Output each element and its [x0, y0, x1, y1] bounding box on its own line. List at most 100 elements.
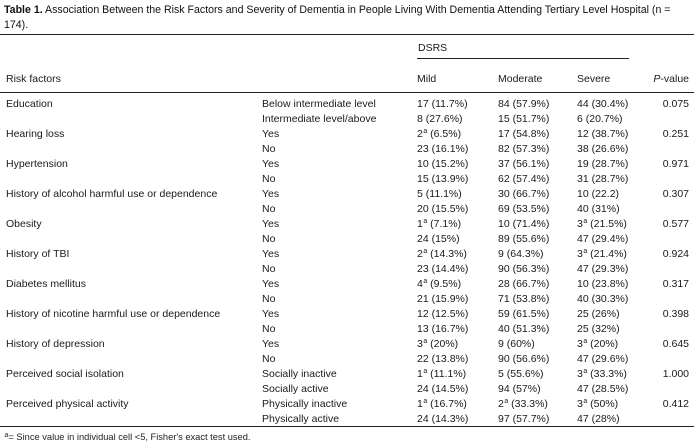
factor-cell: Diabetes mellitus	[6, 277, 86, 290]
table-row: Physically active 24 (14.3%) 97 (57.7%) 47 …	[0, 411, 694, 427]
severe-cell: 3a (21.4%)	[577, 247, 627, 260]
factor-cell	[0, 201, 262, 216]
table-row: Diabetes mellitus Yes 4a (9.5%) 28 (66.7%) 1…	[0, 276, 694, 291]
severe-cell: 3a (21.5%)	[577, 217, 627, 230]
factor-cell	[0, 111, 262, 126]
pvalue-header-rest: -value	[660, 73, 690, 85]
table-row: History of alcohol harmful use or depend…	[0, 186, 694, 201]
moderate-cell: 17 (54.8%)	[498, 127, 550, 140]
fisher-superscript: a	[583, 218, 588, 225]
mild-cell: 22 (13.8%)	[417, 352, 469, 365]
category-cell: Yes	[262, 337, 280, 350]
fisher-superscript: a	[423, 218, 428, 225]
factor-cell: History of depression	[6, 337, 105, 350]
factor-cell: History of nicotine harmful use or depen…	[6, 307, 221, 320]
moderate-cell: 62 (57.4%)	[498, 172, 550, 185]
column-header-severe: Severe	[577, 59, 649, 93]
fisher-superscript: a	[423, 248, 428, 255]
mild-cell: 1a (7.1%)	[417, 217, 462, 230]
severe-cell: 19 (28.7%)	[577, 157, 629, 170]
mild-cell: 23 (16.1%)	[417, 142, 469, 155]
mild-cell: 2a (14.3%)	[417, 247, 467, 260]
dsrs-group-label: DSRS	[417, 42, 630, 59]
pvalue-cell	[648, 111, 694, 126]
severe-cell: 44 (30.4%)	[577, 97, 629, 110]
severe-cell: 47 (28%)	[577, 412, 620, 425]
pvalue-cell	[648, 321, 694, 336]
table-body: Education Below intermediate level 17 (11.…	[0, 93, 694, 427]
table-caption: Table 1. Association Between the Risk Fa…	[0, 0, 694, 33]
column-header-pvalue: P-value	[648, 59, 694, 93]
category-cell: No	[262, 322, 276, 335]
mild-cell: 3a (20%)	[417, 337, 459, 350]
mild-cell: 24 (14.3%)	[417, 412, 469, 425]
severe-cell: 38 (26.6%)	[577, 142, 629, 155]
factor-cell	[0, 351, 262, 366]
mild-cell: 15 (13.9%)	[417, 172, 469, 185]
severe-cell: 25 (32%)	[577, 322, 620, 335]
table-row: Obesity Yes 1a (7.1%) 10 (71.4%) 3a (21.5%) 0…	[0, 216, 694, 231]
factor-cell	[0, 291, 262, 306]
severe-cell: 47 (29.4%)	[577, 232, 629, 245]
fisher-superscript: a	[583, 398, 588, 405]
severe-cell: 12 (38.7%)	[577, 127, 629, 140]
category-cell: Yes	[262, 217, 280, 230]
table-row: Education Below intermediate level 17 (11.…	[0, 93, 694, 112]
pvalue-cell	[648, 201, 694, 216]
category-cell: Physically active	[262, 412, 340, 425]
risk-factors-table: DSRS Risk factors Mild Moderate Severe P…	[0, 34, 694, 427]
mild-cell: 13 (16.7%)	[417, 322, 469, 335]
factor-cell: Hearing loss	[6, 127, 65, 140]
category-cell: No	[262, 202, 276, 215]
pvalue-cell: 0.971	[662, 157, 690, 170]
table-footnote-text: a= Since value in individual cell <5, Fi…	[4, 431, 251, 443]
mild-cell: 2a (6.5%)	[417, 127, 462, 140]
moderate-cell: 84 (57.9%)	[498, 97, 550, 110]
mild-cell: 1a (16.7%)	[417, 397, 467, 410]
factor-cell: Obesity	[6, 217, 42, 230]
mild-cell: 8 (27.6%)	[417, 112, 463, 125]
pvalue-cell	[648, 381, 694, 396]
factor-cell	[0, 231, 262, 246]
severe-cell: 47 (29.6%)	[577, 352, 629, 365]
column-header-moderate: Moderate	[498, 59, 577, 93]
pvalue-cell: 0.317	[662, 277, 690, 290]
category-cell: Yes	[262, 277, 280, 290]
severe-cell: 40 (30.3%)	[577, 292, 629, 305]
fisher-superscript: a	[423, 398, 428, 405]
category-cell: Yes	[262, 127, 280, 140]
severe-cell: 47 (28.5%)	[577, 382, 629, 395]
fisher-superscript: a	[583, 248, 588, 255]
table-row: Socially active 24 (14.5%) 94 (57%) 47 (28.…	[0, 381, 694, 396]
moderate-cell: 37 (56.1%)	[498, 157, 550, 170]
moderate-cell: 30 (66.7%)	[498, 187, 550, 200]
table-row: No 23 (16.1%) 82 (57.3%) 38 (26.6%)	[0, 141, 694, 156]
pvalue-cell	[648, 171, 694, 186]
fisher-superscript: a	[504, 398, 509, 405]
table-row: No 23 (14.4%) 90 (56.3%) 47 (29.3%)	[0, 261, 694, 276]
category-cell: Yes	[262, 307, 280, 320]
mild-cell: 24 (15%)	[417, 232, 460, 245]
factor-cell: Perceived physical activity	[6, 397, 129, 410]
column-header-row: Risk factors Mild Moderate Severe P-valu…	[0, 59, 694, 93]
pvalue-cell	[648, 261, 694, 276]
moderate-cell: 9 (60%)	[498, 337, 535, 350]
table-row: Hearing loss Yes 2a (6.5%) 17 (54.8%) 12 (38…	[0, 126, 694, 141]
severe-cell: 40 (31%)	[577, 202, 620, 215]
factor-cell	[0, 261, 262, 276]
table-row: History of depression Yes 3a (20%) 9 (60%) 3…	[0, 336, 694, 351]
moderate-cell: 2a (33.3%)	[498, 397, 548, 410]
moderate-cell: 40 (51.3%)	[498, 322, 550, 335]
moderate-cell: 10 (71.4%)	[498, 217, 550, 230]
table-row: Hypertension Yes 10 (15.2%) 37 (56.1%) 19 (2…	[0, 156, 694, 171]
fisher-superscript: a	[583, 338, 588, 345]
pvalue-cell	[648, 291, 694, 306]
table-footnote: a= Since value in individual cell <5, Fi…	[0, 427, 694, 443]
table-row: No 13 (16.7%) 40 (51.3%) 25 (32%)	[0, 321, 694, 336]
moderate-cell: 59 (61.5%)	[498, 307, 550, 320]
category-cell: No	[262, 142, 276, 155]
fisher-superscript: a	[583, 368, 588, 375]
fisher-superscript: a	[423, 368, 428, 375]
severe-cell: 3a (20%)	[577, 337, 619, 350]
moderate-cell: 97 (57.7%)	[498, 412, 550, 425]
